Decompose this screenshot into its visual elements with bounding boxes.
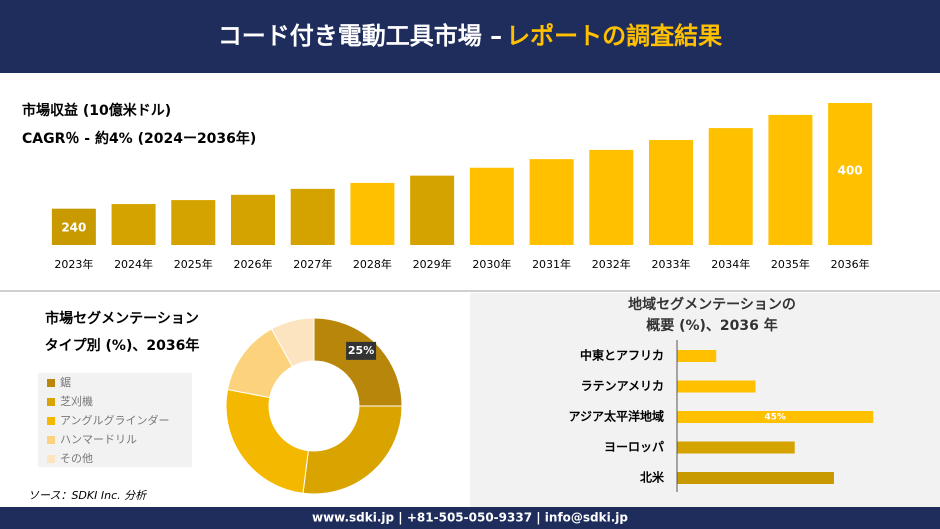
bar — [677, 350, 717, 362]
x-tick-label: 2027年 — [293, 257, 332, 271]
bar — [677, 380, 756, 393]
bar — [171, 200, 216, 245]
bar — [708, 128, 753, 245]
header-band — [0, 0, 940, 73]
x-tick-label: 2030年 — [472, 257, 511, 271]
x-tick-label: 2026年 — [234, 257, 273, 271]
bar — [828, 103, 873, 245]
x-tick-label: 2032年 — [592, 257, 631, 271]
legend-label: アングルグラインダー — [60, 413, 170, 427]
x-tick-label: 2033年 — [652, 257, 691, 271]
legend-swatch — [47, 379, 55, 387]
value-label: 45% — [764, 413, 786, 423]
y-tick-label: アジア太平洋地域 — [568, 409, 664, 424]
value-label: 240 — [61, 221, 86, 235]
barh-title: 概要 (%)、2036 年 — [646, 317, 778, 334]
bar — [111, 204, 156, 245]
x-tick-label: 2034年 — [711, 257, 750, 271]
x-tick-label: 2035年 — [771, 257, 810, 271]
legend-label: ハンマードリル — [60, 433, 137, 446]
value-label: 25% — [348, 344, 374, 357]
donut-title: タイプ別 (%)、2036年 — [45, 337, 200, 354]
bar-subtitle: CAGR％ - 約4% (2024ー2036年) — [22, 130, 256, 147]
bar-title: 市場収益 (10億米ドル) — [22, 102, 171, 119]
barh-title: 地域セグメンテーションの — [628, 296, 796, 313]
x-tick-label: 2024年 — [114, 257, 153, 271]
legend-swatch — [47, 398, 55, 406]
x-tick-label: 2031年 — [532, 257, 571, 271]
header-title: コード付き電動工具市場 – レポートの調査結果 — [218, 22, 722, 50]
donut-segment — [270, 317, 315, 368]
donut-title: 市場セグメンテーション — [45, 310, 199, 327]
bar — [231, 194, 275, 245]
title-highlight: レポートの調査結果 — [506, 22, 722, 50]
bar — [589, 149, 634, 245]
y-tick-label: 北米 — [640, 470, 665, 485]
bar — [410, 175, 455, 245]
y-tick-label: ラテンアメリカ — [581, 379, 664, 393]
y-tick-label: ヨーロッパ — [604, 440, 664, 454]
bar — [290, 188, 335, 245]
bar — [768, 114, 813, 246]
legend-swatch — [47, 455, 55, 463]
legend-label: 鋸 — [60, 375, 71, 389]
x-tick-label: 2029年 — [413, 257, 452, 271]
title-main: コード付き電動工具市場 – — [218, 22, 502, 50]
legend-label: その他 — [60, 452, 93, 465]
bar — [529, 159, 574, 245]
legend-swatch — [47, 436, 55, 444]
bar — [677, 441, 795, 454]
bar — [350, 182, 395, 245]
x-tick-label: 2036年 — [831, 257, 870, 271]
donut-segment — [225, 388, 309, 494]
x-tick-label: 2023年 — [54, 257, 93, 271]
footer-band — [0, 507, 940, 529]
bar — [649, 139, 693, 245]
legend-box — [38, 373, 192, 467]
bar — [677, 472, 834, 484]
x-tick-label: 2025年 — [174, 257, 213, 271]
y-tick-label: 中東とアフリカ — [580, 348, 664, 363]
donut-segment — [313, 317, 403, 407]
legend-swatch — [47, 417, 55, 425]
source: ソース：SDKI Inc. 分析 — [28, 489, 148, 502]
footer: www.sdki.jp | +81-505-050-9337 | info@sd… — [312, 511, 628, 525]
legend-label: 芝刈機 — [60, 394, 93, 408]
bar — [51, 208, 96, 245]
bar — [469, 167, 514, 245]
donut-segment — [302, 405, 403, 495]
bar — [677, 411, 874, 423]
value-label: 400 — [838, 164, 863, 178]
value-label-box — [346, 341, 377, 360]
x-tick-label: 2028年 — [353, 257, 392, 271]
right-panel — [470, 293, 940, 507]
